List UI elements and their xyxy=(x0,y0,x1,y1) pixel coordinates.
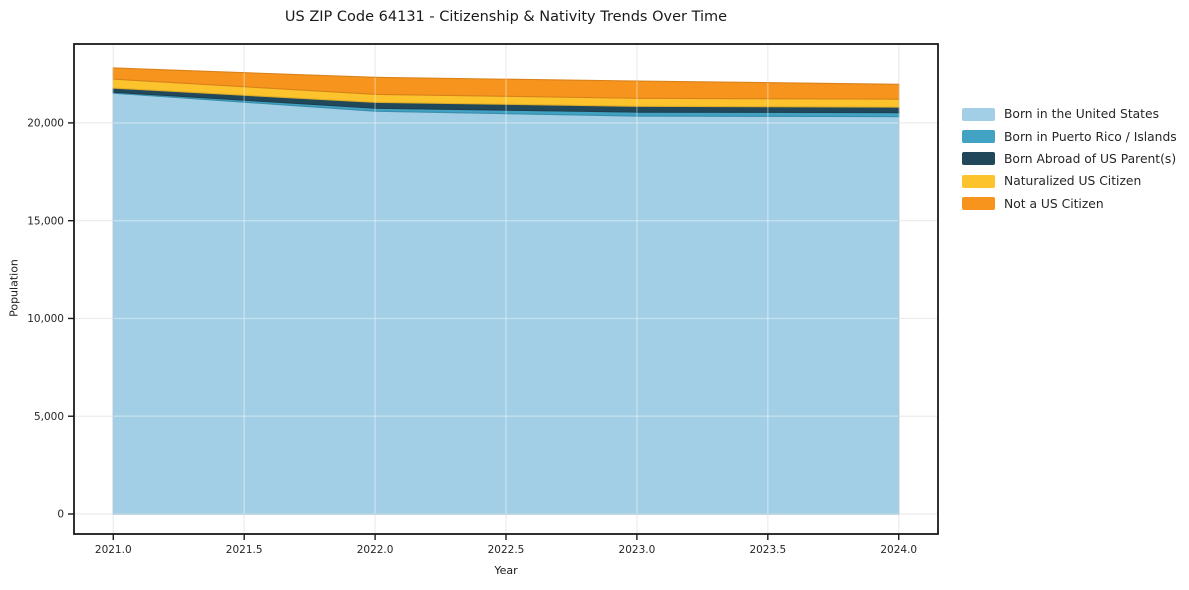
chart-title: US ZIP Code 64131 - Citizenship & Nativi… xyxy=(284,9,728,25)
x-axis-label: Year xyxy=(494,564,518,577)
legend-swatch-icon xyxy=(962,197,995,211)
legend-item: Naturalized US Citizen xyxy=(962,170,1177,192)
y-tick-label: 10,000 xyxy=(27,313,64,325)
grid-overlay xyxy=(113,67,899,514)
x-tick-label: 2024.0 xyxy=(880,544,917,556)
y-tick-label: 0 xyxy=(57,509,64,521)
x-tick-label: 2021.5 xyxy=(226,544,263,556)
x-tick-label: 2021.0 xyxy=(95,544,132,556)
legend-label: Born in Puerto Rico / Islands xyxy=(1004,129,1177,144)
x-tick-label: 2023.5 xyxy=(749,544,786,556)
legend-item: Born in the United States xyxy=(962,103,1177,125)
legend-swatch-icon xyxy=(962,174,995,188)
legend-label: Born Abroad of US Parent(s) xyxy=(1004,151,1177,166)
legend-item: Born in Puerto Rico / Islands xyxy=(962,125,1177,147)
legend-item: Born Abroad of US Parent(s) xyxy=(962,148,1177,170)
y-tick-label: 5,000 xyxy=(34,411,64,423)
legend-swatch-icon xyxy=(962,107,995,121)
x-tick-label: 2023.0 xyxy=(619,544,656,556)
x-tick-label: 2022.5 xyxy=(488,544,525,556)
y-tick-label: 20,000 xyxy=(27,118,64,130)
legend: Born in the United States Born in Puerto … xyxy=(962,103,1177,215)
legend-label: Born in the United States xyxy=(1004,107,1159,122)
y-tick-label: 15,000 xyxy=(27,215,64,227)
legend-label: Naturalized US Citizen xyxy=(1004,174,1142,189)
legend-item: Not a US Citizen xyxy=(962,193,1177,215)
legend-label: Not a US Citizen xyxy=(1004,196,1104,211)
legend-swatch-icon xyxy=(962,152,995,166)
area-series-not-a-us-citizen xyxy=(112,67,900,100)
legend-swatch-icon xyxy=(962,130,995,144)
x-tick-label: 2022.0 xyxy=(357,544,394,556)
